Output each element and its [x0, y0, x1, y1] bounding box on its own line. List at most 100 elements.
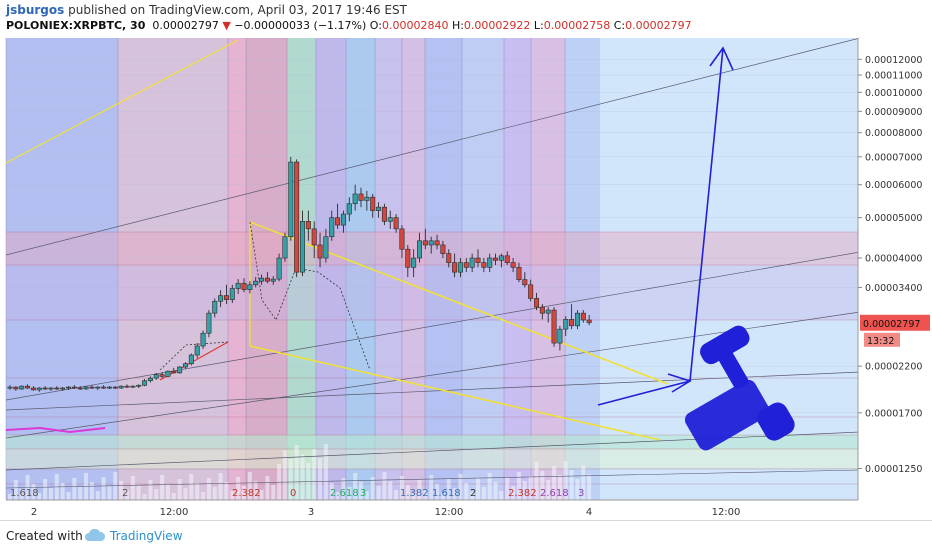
tradingview-cloud-icon [84, 528, 106, 548]
projection-arrow [597, 380, 691, 406]
last-price-label: 0.00002797 [863, 319, 920, 330]
volume-bar [341, 478, 346, 500]
volume-bar [423, 489, 428, 500]
open-value: 0.00002840 [381, 19, 449, 32]
candle-body [83, 386, 89, 390]
volume-bar [411, 494, 416, 500]
volume-bar [265, 476, 270, 500]
volume-bar [195, 483, 200, 500]
volume-bar [587, 474, 592, 500]
volume-bar [48, 488, 53, 500]
fib-time-label: 3 [578, 488, 584, 499]
candle-body [510, 262, 516, 268]
fib-time-label: 1.618 [432, 488, 461, 499]
candle-body [206, 312, 212, 334]
candle-body [557, 328, 563, 344]
volume-bar [522, 481, 527, 500]
volume-bar [359, 482, 363, 500]
candle-body [335, 217, 341, 226]
volume-bar [312, 449, 317, 500]
candle-body [428, 240, 434, 246]
volume-bar [189, 474, 194, 500]
volume-bar [329, 483, 334, 500]
fib-time-label: 2.618 [330, 488, 359, 499]
volume-bar [476, 478, 480, 500]
candle-body [504, 255, 510, 263]
candle-body [7, 386, 13, 389]
hammer-foot [757, 402, 795, 441]
close-label: C: [613, 19, 626, 32]
candle-body [387, 217, 393, 222]
volume-bar [435, 484, 440, 500]
candle-body [194, 345, 200, 356]
candle-body [101, 386, 107, 389]
volume-bar [165, 484, 170, 500]
candle-body [452, 262, 458, 273]
volume-bar [224, 482, 229, 500]
fib-time-label: 2.618 [540, 488, 569, 499]
candle-body [276, 257, 282, 280]
tradingview-brand-link[interactable]: TradingView [110, 529, 183, 543]
publish-line: jsburgos published on TradingView.com, A… [6, 3, 407, 17]
volume-bar [288, 459, 293, 500]
volume-bar [429, 475, 434, 500]
volume-bar [552, 466, 557, 500]
candle-body [66, 386, 72, 389]
volume-bar [540, 471, 545, 500]
volume-bar [440, 493, 445, 500]
candle-body [183, 363, 189, 368]
time-zone-band [228, 38, 246, 500]
candle-body [36, 387, 42, 391]
candle-body [165, 370, 171, 377]
yellow-trend-line [5, 39, 239, 164]
symbol-label[interactable]: POLONIEX:XRPBTC, 30 [6, 19, 146, 32]
candle-body [551, 309, 557, 344]
volume-bar [183, 488, 188, 500]
volume-bar [458, 474, 463, 500]
created-with-label: Created with [6, 529, 83, 543]
volume-bar [142, 494, 147, 500]
volume-bar [242, 486, 246, 500]
candle-body [422, 240, 428, 246]
author-link[interactable]: jsburgos [6, 3, 65, 17]
volume-bar [125, 490, 129, 500]
volume-bar [294, 445, 299, 500]
candle-body [294, 161, 300, 273]
candle-body [89, 386, 95, 389]
volume-bar [452, 488, 457, 500]
volume-bar [388, 481, 393, 500]
volume-bar [353, 473, 358, 500]
volume-bar [101, 477, 106, 500]
countdown-tag [864, 332, 900, 347]
channel-line [5, 371, 861, 411]
volume-bar [399, 476, 404, 500]
time-zone-band [118, 38, 228, 500]
candle-body [212, 300, 218, 314]
volume-bar [575, 479, 580, 500]
price-tick-label: 0.00001250 [865, 464, 922, 475]
volume-bar [487, 473, 492, 500]
price-chart[interactable]: 0.00012000 0.00011000 0.00010000 0.00009000… [0, 0, 932, 520]
candle-body [13, 386, 19, 390]
last-price-tag [860, 314, 930, 331]
red-trend-line [159, 341, 229, 381]
candle-body [463, 262, 469, 268]
open-label: O: [369, 19, 382, 32]
volume-bar [60, 483, 65, 500]
candle-body [153, 374, 159, 379]
volume-bar [499, 491, 504, 500]
level-band [6, 232, 858, 265]
volume-bar [171, 493, 176, 500]
volume-bar [318, 458, 323, 500]
low-label: L: [533, 19, 544, 32]
time-tick-label: 12:00 [435, 507, 464, 518]
candle-body [586, 319, 592, 323]
volume-bar [130, 476, 135, 500]
candle-body [118, 385, 124, 389]
candle-body [200, 332, 206, 347]
candle-body [48, 387, 54, 390]
close-value: 0.00002797 [625, 19, 692, 32]
dotted-pattern [249, 221, 371, 371]
target-arrow-head [709, 46, 734, 71]
candlestick-series [7, 156, 592, 392]
